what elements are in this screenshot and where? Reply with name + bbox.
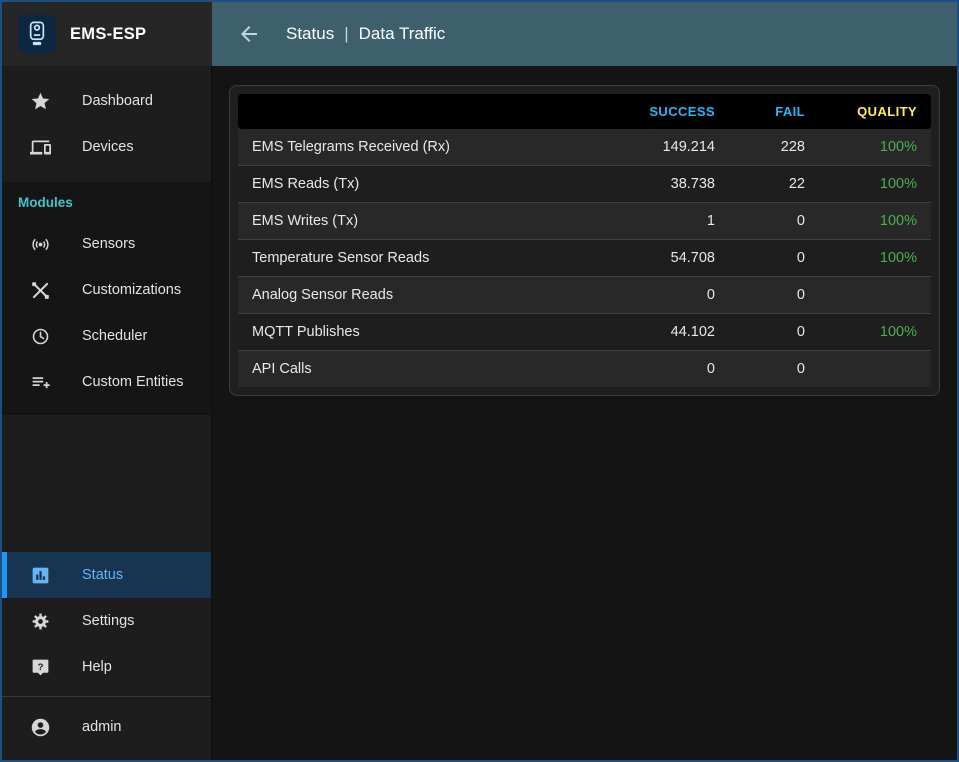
row-quality: 100% bbox=[819, 129, 931, 166]
row-label: Temperature Sensor Reads bbox=[238, 239, 609, 277]
data-traffic-card: SUCCESS FAIL QUALITY EMS Telegrams Recei… bbox=[229, 85, 940, 396]
sidebar-item-label: Status bbox=[82, 567, 124, 583]
table-row: EMS Writes (Tx) 1 0 100% bbox=[238, 202, 931, 240]
app-logo-icon bbox=[18, 15, 56, 53]
schedule-icon bbox=[29, 325, 51, 347]
app-title: EMS-ESP bbox=[70, 24, 147, 43]
row-quality: 100% bbox=[819, 313, 931, 351]
sidebar: Dashboard Devices Modules Sensors bbox=[2, 66, 212, 760]
sidebar-spacer bbox=[2, 415, 211, 552]
row-fail: 228 bbox=[729, 129, 819, 166]
account-icon bbox=[29, 716, 51, 738]
row-fail: 22 bbox=[729, 165, 819, 203]
sidebar-item-label: Sensors bbox=[82, 236, 136, 252]
row-label: API Calls bbox=[252, 361, 312, 377]
row-fail: 0 bbox=[729, 276, 819, 314]
sidebar-item-label: Customizations bbox=[82, 282, 182, 298]
row-quality bbox=[819, 276, 931, 314]
row-fail: 0 bbox=[796, 361, 805, 377]
row-success: 1 bbox=[609, 202, 729, 240]
shell: Dashboard Devices Modules Sensors bbox=[2, 66, 957, 760]
row-label: MQTT Publishes bbox=[238, 313, 609, 351]
star-icon bbox=[29, 90, 51, 112]
sidebar-item-settings[interactable]: Settings bbox=[2, 598, 211, 644]
sidebar-item-dashboard[interactable]: Dashboard bbox=[2, 78, 211, 124]
table-row: EMS Reads (Tx) 38.738 22 100% bbox=[238, 165, 931, 203]
row-quality: 100% bbox=[819, 165, 931, 203]
page-title: Status | Data Traffic bbox=[286, 24, 445, 44]
row-label: EMS Writes (Tx) bbox=[238, 202, 609, 240]
row-success: 54.708 bbox=[609, 239, 729, 277]
sidebar-item-devices[interactable]: Devices bbox=[2, 124, 211, 170]
sidebar-item-scheduler[interactable]: Scheduler bbox=[2, 313, 211, 359]
help-icon: ? bbox=[29, 656, 51, 678]
sidebar-item-status[interactable]: Status bbox=[2, 552, 211, 598]
sidebar-item-label: Dashboard bbox=[82, 93, 153, 109]
sidebar-item-label: Scheduler bbox=[82, 328, 148, 344]
row-success: 44.102 bbox=[609, 313, 729, 351]
row-success: 0 bbox=[706, 361, 715, 377]
column-header-fail: FAIL bbox=[729, 94, 819, 129]
page-title-separator: | bbox=[344, 24, 349, 43]
status-chart-icon bbox=[29, 564, 51, 586]
topbar: EMS-ESP Status | Data Traffic bbox=[2, 2, 957, 66]
row-quality bbox=[819, 351, 931, 388]
sidebar-item-customizations[interactable]: Customizations bbox=[2, 267, 211, 313]
data-traffic-table: SUCCESS FAIL QUALITY EMS Telegrams Recei… bbox=[238, 94, 931, 387]
sidebar-item-help[interactable]: ? Help bbox=[2, 644, 211, 690]
row-success: 38.738 bbox=[609, 165, 729, 203]
sidebar-item-label: Devices bbox=[82, 139, 134, 155]
sidebar-item-label: Custom Entities bbox=[82, 374, 184, 390]
sidebar-item-custom-entities[interactable]: Custom Entities bbox=[2, 359, 211, 405]
row-label: EMS Reads (Tx) bbox=[238, 165, 609, 203]
table-row: Analog Sensor Reads 0 0 bbox=[238, 276, 931, 314]
gear-icon bbox=[29, 610, 51, 632]
row-fail: 0 bbox=[729, 202, 819, 240]
column-header-blank bbox=[238, 94, 609, 129]
row-success: 149.214 bbox=[609, 129, 729, 166]
row-label: Analog Sensor Reads bbox=[238, 276, 609, 314]
row-fail: 0 bbox=[729, 313, 819, 351]
sidebar-item-label: Settings bbox=[82, 613, 135, 629]
table-row: MQTT Publishes 44.102 0 100% bbox=[238, 313, 931, 351]
main-content: SUCCESS FAIL QUALITY EMS Telegrams Recei… bbox=[212, 66, 957, 760]
table-header-row: SUCCESS FAIL QUALITY bbox=[238, 94, 931, 129]
page-title-section: Status bbox=[286, 24, 335, 43]
row-quality: 100% bbox=[819, 239, 931, 277]
table-row: Temperature Sensor Reads 54.708 0 100% bbox=[238, 239, 931, 277]
row-quality: 100% bbox=[819, 202, 931, 240]
construction-icon bbox=[29, 279, 51, 301]
sidebar-top-group: Dashboard Devices bbox=[2, 66, 211, 170]
svg-text:?: ? bbox=[37, 661, 43, 672]
sidebar-item-sensors[interactable]: Sensors bbox=[2, 221, 211, 267]
table-row: API Calls 0 0 bbox=[238, 350, 931, 388]
sidebar-modules-group: Modules Sensors Customizations bbox=[2, 182, 211, 415]
sensors-icon bbox=[29, 233, 51, 255]
sidebar-item-admin[interactable]: admin bbox=[2, 702, 211, 752]
page-title-page: Data Traffic bbox=[358, 24, 446, 43]
logo-area: EMS-ESP bbox=[2, 2, 212, 66]
sidebar-item-label: admin bbox=[82, 719, 122, 735]
column-header-quality: QUALITY bbox=[819, 94, 931, 129]
row-fail: 0 bbox=[729, 239, 819, 277]
sidebar-divider bbox=[2, 696, 211, 697]
table-row: EMS Telegrams Received (Rx) 149.214 228 … bbox=[238, 129, 931, 166]
back-arrow-icon[interactable] bbox=[236, 21, 262, 47]
sidebar-item-label: Help bbox=[82, 659, 112, 675]
row-label: EMS Telegrams Received (Rx) bbox=[238, 129, 609, 166]
row-success: 0 bbox=[609, 276, 729, 314]
devices-icon bbox=[29, 136, 51, 158]
column-header-success: SUCCESS bbox=[609, 94, 729, 129]
modules-section-header: Modules bbox=[18, 195, 73, 210]
appbar: Status | Data Traffic bbox=[212, 2, 957, 66]
playlist-add-icon bbox=[29, 371, 51, 393]
